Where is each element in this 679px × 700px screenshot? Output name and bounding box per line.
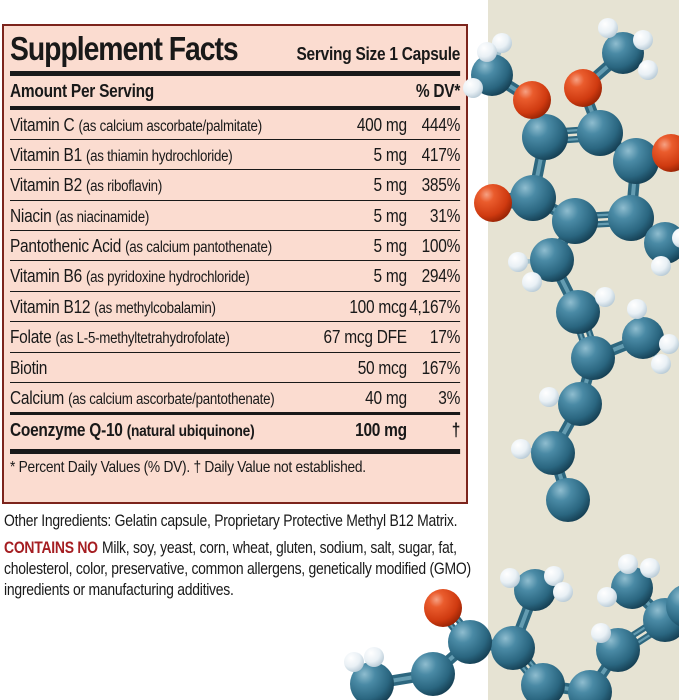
nutrient-name: Pantothenic Acid (10, 236, 122, 257)
nutrient-dv: 417% (421, 145, 461, 165)
table-row: Vitamin B2 (as riboflavin) 5 mg 385% (10, 169, 460, 199)
nutrient-detail: (as calcium pantothenate) (125, 239, 272, 257)
table-row: Biotin 50 mcg 167% (10, 351, 461, 382)
supplement-facts-content: Supplement Facts Serving Size 1 Capsule … (10, 30, 460, 477)
nutrient-dv: 167% (421, 357, 461, 378)
nutrient-dv: 4,167% (409, 296, 461, 317)
nutrient-amount: 5 mg (373, 266, 408, 287)
coq10-row: Coenzyme Q-10 (natural ubiquinone) 100 m… (10, 415, 460, 445)
thick-rule (10, 70, 461, 76)
nutrient-detail: (as pyridoxine hydrochloride) (85, 269, 250, 287)
nutrient-amount: 100 mcg (349, 296, 407, 317)
nutrient-name: Calcium (10, 387, 65, 408)
nutrient-detail: (as calcium ascorbate/palmitate) (78, 117, 262, 135)
nutrient-detail: (as L-5-methyltetrahydrofolate) (55, 330, 230, 348)
nutrient-amount: 5 mg (373, 145, 408, 165)
nutrient-amount: 5 mg (373, 236, 408, 257)
additional-info: Other Ingredients: Gelatin capsule, Prop… (4, 511, 477, 601)
nutrient-detail: (as methylcobalamin) (94, 299, 216, 317)
nutrient-name: Vitamin B1 (10, 145, 82, 165)
nutrient-amount: 5 mg (373, 175, 408, 196)
supplement-facts-title: Supplement Facts (10, 30, 239, 67)
nutrient-amount: 400 mg (356, 114, 407, 135)
supplement-facts-panel: Supplement Facts Serving Size 1 Capsule … (2, 24, 468, 504)
nutrient-dv: 294% (421, 266, 461, 287)
contains-no-statement: CONTAINS NO Milk, soy, yeast, corn, wheat… (4, 538, 477, 601)
nutrient-amount: 5 mg (373, 205, 408, 226)
nutrient-name: Coenzyme Q-10 (10, 420, 123, 441)
nutrient-dv: 385% (421, 175, 461, 196)
nutrient-dv: † (451, 420, 461, 441)
contains-no-label: CONTAINS NO (4, 539, 98, 558)
nutrient-name: Vitamin B2 (10, 175, 82, 196)
facts-header: Supplement Facts Serving Size 1 Capsule (10, 30, 460, 67)
column-header-row: Amount Per Serving % DV* (10, 76, 460, 106)
nutrient-detail: (natural ubiquinone) (126, 423, 255, 441)
nutrient-name: Biotin (10, 357, 48, 378)
table-row: Vitamin B6 (as pyridoxine hydrochloride)… (10, 260, 460, 290)
table-row: Vitamin B12 (as methylcobalamin) 100 mcg… (10, 290, 461, 321)
table-row: Vitamin B1 (as thiamin hydrochloride) 5 … (10, 139, 460, 169)
table-row: Pantothenic Acid (as calcium pantothenat… (10, 230, 460, 260)
nutrient-amount: 67 mcg DFE (323, 327, 408, 348)
dv-footnote: * Percent Daily Values (% DV). † Daily V… (10, 459, 366, 477)
table-row: Vitamin C (as calcium ascorbate/palmitat… (10, 110, 460, 139)
nutrient-name: Folate (10, 327, 52, 348)
nutrient-dv: 31% (429, 205, 461, 226)
nutrient-name: Vitamin B12 (10, 296, 91, 317)
nutrient-detail: (as thiamin hydrochloride) (85, 148, 233, 165)
nutrient-dv: 444% (421, 114, 461, 135)
other-ingredients-text: Other Ingredients: Gelatin capsule, Prop… (4, 512, 458, 530)
amount-per-serving-header: Amount Per Serving (10, 80, 155, 101)
thick-rule (10, 449, 461, 455)
serving-size: Serving Size 1 Capsule (296, 44, 461, 64)
nutrient-dv: 3% (438, 387, 461, 408)
nutrient-name: Vitamin C (10, 114, 75, 135)
side-panel-background (488, 0, 679, 700)
nutrient-detail: (as calcium ascorbate/pantothenate) (68, 390, 275, 408)
nutrient-dv: 100% (421, 236, 461, 257)
nutrient-amount: 50 mcg (357, 357, 407, 378)
percent-dv-header: % DV* (415, 80, 461, 101)
nutrient-dv: 17% (429, 327, 461, 348)
nutrient-name: Vitamin B6 (10, 266, 82, 287)
table-row: Calcium (as calcium ascorbate/pantothena… (10, 381, 461, 412)
medium-rule (10, 412, 461, 416)
nutrient-detail: (as riboflavin) (85, 178, 163, 196)
nutrient-amount: 100 mg (355, 420, 407, 441)
nutrient-name: Niacin (10, 205, 52, 226)
nutrient-detail: (as niacinamide) (55, 208, 150, 226)
table-row: Folate (as L-5-methyltetrahydrofolate) 6… (10, 321, 460, 351)
table-row: Niacin (as niacinamide) 5 mg 31% (10, 199, 461, 230)
nutrient-amount: 40 mg (365, 387, 407, 408)
medium-rule (10, 105, 461, 110)
nutrient-rows: Vitamin C (as calcium ascorbate/palmitat… (10, 110, 460, 413)
